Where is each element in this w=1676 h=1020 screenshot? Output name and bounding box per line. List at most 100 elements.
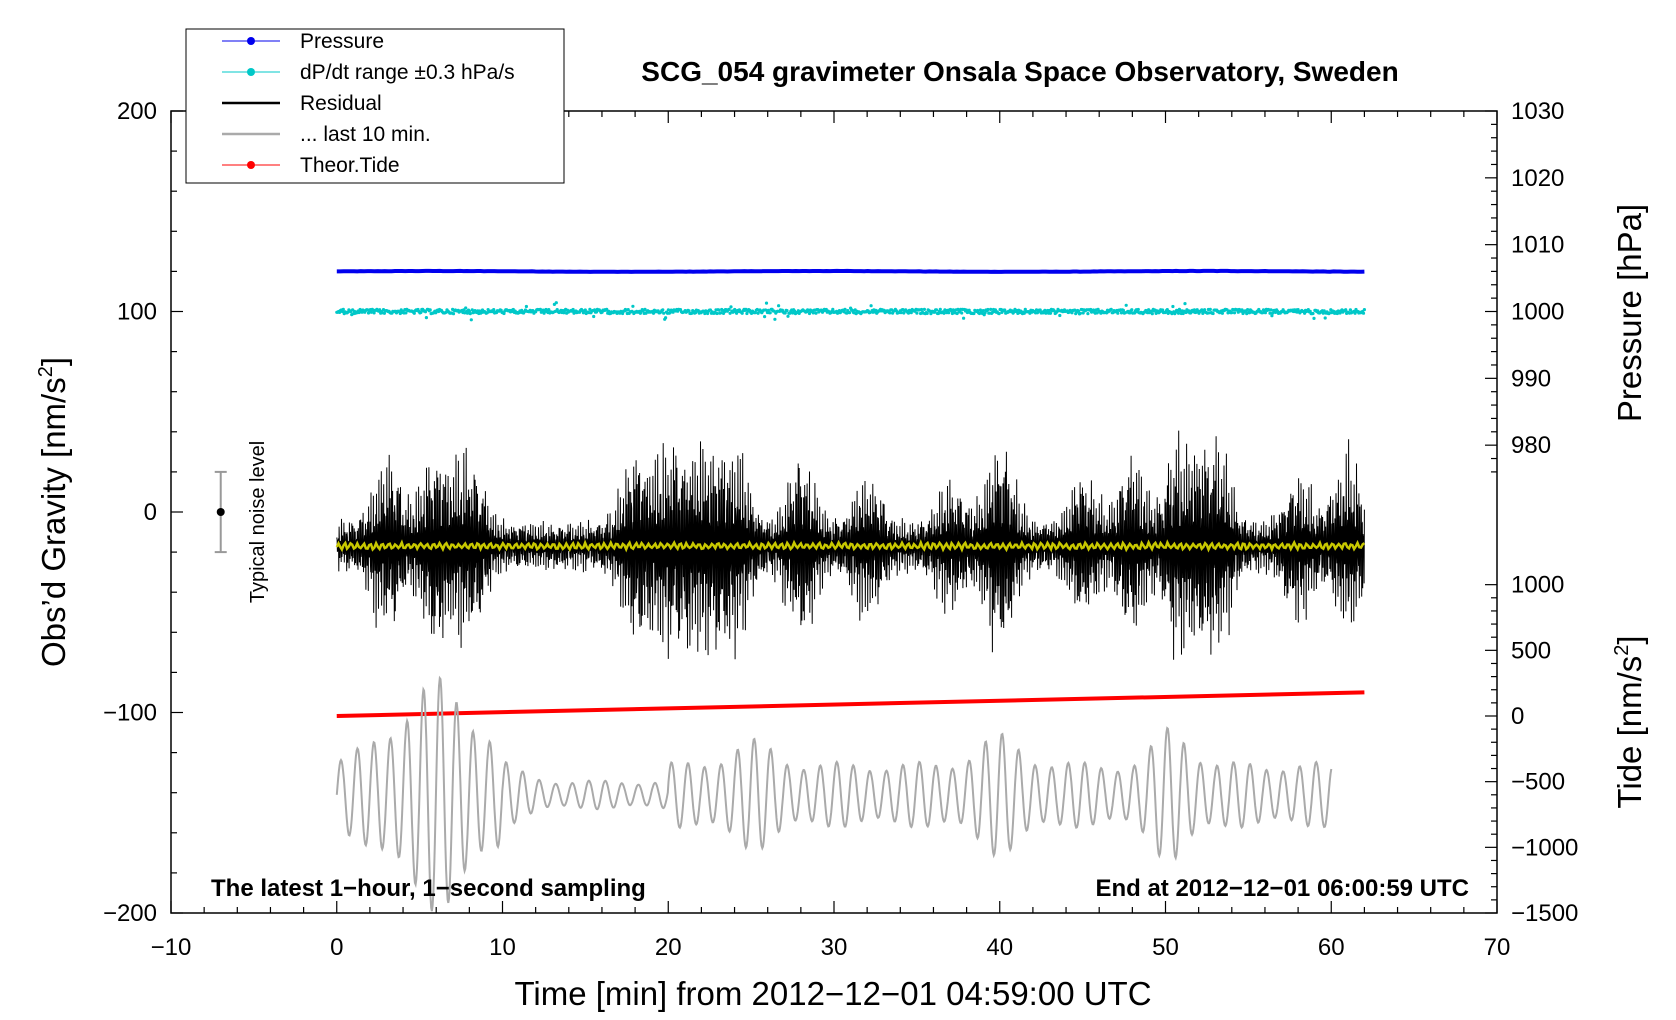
dpdt-point (524, 304, 529, 309)
dpdt-point (492, 308, 496, 312)
dpdt-point (899, 311, 903, 315)
dpdt-point (554, 301, 558, 305)
dpdt-point (933, 310, 937, 314)
dpdt-point (538, 307, 543, 311)
dpdt-point (1038, 308, 1042, 312)
last-10-min-line (335, 675, 1333, 912)
dpdt-point (1076, 309, 1081, 313)
pressure-tick-label: 1000 (1511, 299, 1564, 326)
dpdt-point (733, 307, 737, 312)
tide-line (336, 690, 1365, 718)
dpdt-point (502, 311, 506, 316)
dpdt-point (1211, 311, 1215, 316)
dpdt-point (756, 311, 760, 315)
y-axis-left: −200 −100 0 100 200 (103, 98, 183, 927)
dpdt-point (1247, 311, 1252, 315)
dpdt-point (520, 308, 524, 312)
legend-label: Pressure (300, 30, 384, 53)
dpdt-point (915, 311, 919, 315)
dpdt-point (763, 315, 767, 319)
pressure-line (336, 268, 1365, 274)
dpdt-point (341, 307, 345, 311)
dpdt-point (888, 311, 892, 315)
dpdt-point (1230, 311, 1234, 315)
dpdt-point (717, 308, 721, 312)
dpdt-point (947, 311, 951, 315)
dpdt-point (1269, 308, 1273, 312)
dpdt-point (1183, 302, 1187, 306)
legend-marker (247, 68, 255, 76)
legend-label: Residual (300, 92, 382, 115)
dpdt-point (1081, 311, 1085, 315)
y-tick-label: 200 (117, 98, 157, 125)
tide-tick-label: 1000 (1511, 572, 1564, 599)
tide-tick-label: −1000 (1511, 834, 1578, 861)
dpdt-point (1257, 307, 1261, 312)
dpdt-point (1073, 308, 1077, 312)
dpdt-point (662, 311, 666, 315)
dpdt-point (981, 309, 985, 313)
dpdt-point (783, 311, 787, 315)
dpdt-point (412, 311, 416, 315)
dpdt-point (843, 307, 847, 311)
dpdt-point (419, 310, 423, 315)
legend-box (185, 28, 565, 184)
dpdt-point (1323, 316, 1327, 320)
dpdt-point (1150, 312, 1154, 316)
dpdt-point (831, 307, 835, 311)
dpdt-point (925, 311, 929, 315)
dpdt-point (785, 309, 789, 313)
dpdt-point (1176, 311, 1181, 315)
dpdt-point (1246, 308, 1250, 312)
dpdt-point (382, 311, 386, 315)
dpdt-point (1171, 304, 1175, 309)
dpdt-point (766, 308, 771, 312)
dpdt-point (1086, 312, 1090, 316)
dpdt-point (1312, 316, 1316, 320)
y-tick-label: −100 (103, 700, 157, 727)
dpdt-point (630, 309, 634, 313)
tide-tick-label: −1500 (1511, 900, 1578, 927)
dpdt-point (470, 308, 474, 312)
annotation-sampling: The latest 1−hour, 1−second sampling (211, 875, 646, 902)
dpdt-point (428, 308, 432, 312)
noise-bar (214, 470, 227, 554)
dpdt-point (621, 311, 625, 316)
x-tick-label: 10 (489, 934, 516, 961)
dpdt-point (764, 308, 768, 312)
pressure-tick-label: 990 (1511, 365, 1551, 392)
dpdt-point (997, 312, 1001, 316)
dpdt-point (1268, 311, 1272, 315)
dpdt-point (571, 307, 575, 312)
dpdt-point (764, 301, 769, 305)
dpdt-point (715, 311, 719, 316)
dpdt-point (703, 311, 707, 316)
tide-tick-label: 0 (1511, 703, 1524, 730)
pressure-tick-label: 1030 (1511, 98, 1564, 125)
dpdt-point (404, 311, 408, 315)
dpdt-point (1321, 311, 1325, 315)
dpdt-point (729, 305, 733, 309)
dpdt-point (372, 311, 376, 315)
dpdt-point (607, 309, 611, 313)
dpdt-point (909, 311, 913, 315)
legend-label: Theor.Tide (300, 154, 400, 177)
dpdt-point (1236, 310, 1240, 314)
dpdt-point (369, 310, 373, 314)
dpdt-point (960, 311, 964, 315)
dpdt-point (869, 304, 873, 308)
dpdt-point (1078, 311, 1082, 315)
legend-label: ... last 10 min. (300, 123, 431, 146)
dpdt-point (1344, 308, 1348, 312)
dpdt-point (1220, 311, 1224, 315)
dpdt-point (1154, 311, 1158, 315)
dpdt-point (1348, 308, 1352, 312)
dpdt-point (962, 316, 966, 320)
dpdt-point (848, 311, 852, 315)
tide-tick-label: −500 (1511, 769, 1565, 796)
y-tick-label: −200 (103, 900, 157, 927)
dpdt-point (583, 308, 587, 312)
tide-tick-label: 500 (1511, 637, 1551, 664)
noise-label: Typical noise level (247, 441, 269, 603)
